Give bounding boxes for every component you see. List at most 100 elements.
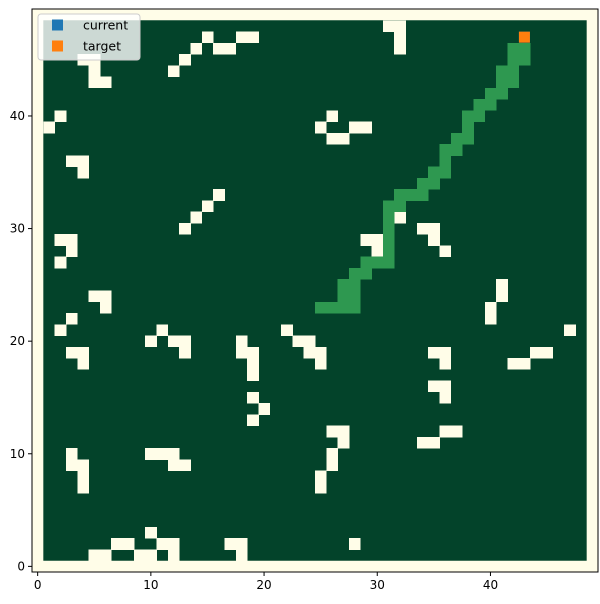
y-tick-label: 30	[10, 222, 25, 236]
target-marker	[518, 31, 530, 43]
obstacle-cell	[371, 234, 384, 246]
obstacle-cell	[77, 459, 89, 472]
obstacle-cell	[326, 132, 339, 145]
obstacle-cell	[258, 403, 271, 415]
obstacle-cell	[292, 335, 305, 348]
obstacle-cell	[145, 448, 157, 460]
obstacle-cell	[416, 436, 429, 449]
obstacle-cell	[394, 42, 406, 55]
x-tick-label: 30	[370, 578, 385, 592]
path-cell	[394, 200, 406, 213]
obstacle-cell	[54, 324, 67, 336]
obstacle-cell	[484, 313, 497, 325]
legend-box	[37, 13, 141, 61]
obstacle-cell	[167, 335, 180, 348]
obstacle-cell	[326, 448, 339, 460]
obstacle-cell	[213, 189, 225, 201]
obstacle-cell	[179, 346, 191, 359]
obstacle-cell	[541, 346, 554, 359]
path-cell	[348, 301, 361, 314]
obstacle-cell	[439, 391, 452, 404]
obstacle-cell	[303, 346, 316, 359]
path-cell	[439, 155, 452, 168]
obstacle-cell	[394, 20, 406, 32]
path-cell	[360, 267, 372, 280]
obstacle-cell	[54, 110, 67, 122]
path-cell	[337, 279, 350, 291]
path-cell	[496, 87, 508, 100]
path-cell	[405, 189, 418, 201]
obstacle-cell	[247, 358, 259, 370]
path-cell	[337, 290, 350, 303]
path-cell	[428, 166, 440, 179]
y-tick-label: 0	[17, 559, 25, 573]
obstacle-cell	[77, 155, 89, 168]
path-cell	[382, 200, 395, 213]
obstacle-cell	[247, 369, 259, 381]
obstacle-cell	[201, 31, 214, 44]
obstacle-cell	[167, 538, 180, 550]
path-cell	[382, 234, 395, 246]
obstacle-cell	[167, 65, 180, 77]
obstacle-cell	[348, 538, 361, 550]
obstacle-cell	[190, 42, 203, 55]
obstacle-cell	[235, 538, 248, 550]
legend: current target	[37, 13, 141, 61]
obstacle-cell	[484, 301, 497, 314]
obstacle-cell	[439, 346, 452, 359]
obstacle-cell	[145, 549, 157, 562]
path-cell	[496, 65, 508, 77]
obstacle-cell	[326, 459, 339, 472]
path-cell	[507, 65, 520, 77]
plot-border	[31, 8, 599, 573]
obstacle-cell	[65, 313, 78, 325]
obstacle-cell	[235, 335, 248, 348]
obstacle-cell	[439, 245, 452, 258]
obstacle-cell	[326, 425, 339, 438]
path-cell	[473, 99, 486, 111]
obstacle-cell	[428, 346, 440, 359]
obstacle-cell	[213, 42, 225, 55]
x-tick-label: 40	[483, 578, 498, 592]
obstacle-cell	[133, 549, 146, 562]
legend-label-current: current	[83, 18, 128, 33]
path-cell	[348, 290, 361, 303]
path-cell	[518, 42, 531, 55]
obstacle-cell	[235, 346, 248, 359]
obstacle-cell	[394, 31, 406, 44]
path-cell	[360, 256, 372, 269]
obstacle-cell	[179, 222, 191, 235]
path-cell	[496, 76, 508, 89]
path-cell	[484, 87, 497, 100]
obstacle-cell	[167, 459, 180, 472]
obstacle-cell	[77, 470, 89, 483]
obstacle-cell	[315, 481, 327, 494]
path-cell	[450, 132, 463, 145]
obstacle-cell	[247, 414, 259, 427]
obstacle-cell	[416, 222, 429, 235]
obstacle-cell	[315, 346, 327, 359]
x-axis: 0 10 20 30 40	[34, 572, 498, 592]
obstacle-cell	[247, 346, 259, 359]
obstacle-cell	[428, 234, 440, 246]
obstacle-cell	[348, 121, 361, 134]
grid-cells	[43, 20, 587, 562]
obstacle-cell	[156, 538, 169, 550]
path-cell	[382, 245, 395, 258]
path-cell	[484, 99, 497, 111]
obstacle-cell	[77, 358, 89, 370]
obstacle-cell	[439, 380, 452, 393]
y-tick-label: 40	[10, 109, 25, 123]
obstacle-cell	[564, 324, 576, 336]
path-cell	[462, 110, 474, 122]
obstacle-cell	[179, 335, 191, 348]
y-axis: 0 10 20 30 40	[10, 109, 32, 573]
x-tick-label: 10	[143, 578, 158, 592]
obstacle-cell	[88, 290, 101, 303]
obstacle-cell	[111, 538, 123, 550]
obstacle-cell	[99, 301, 112, 314]
obstacle-cell	[201, 200, 214, 213]
obstacle-cell	[99, 76, 112, 89]
